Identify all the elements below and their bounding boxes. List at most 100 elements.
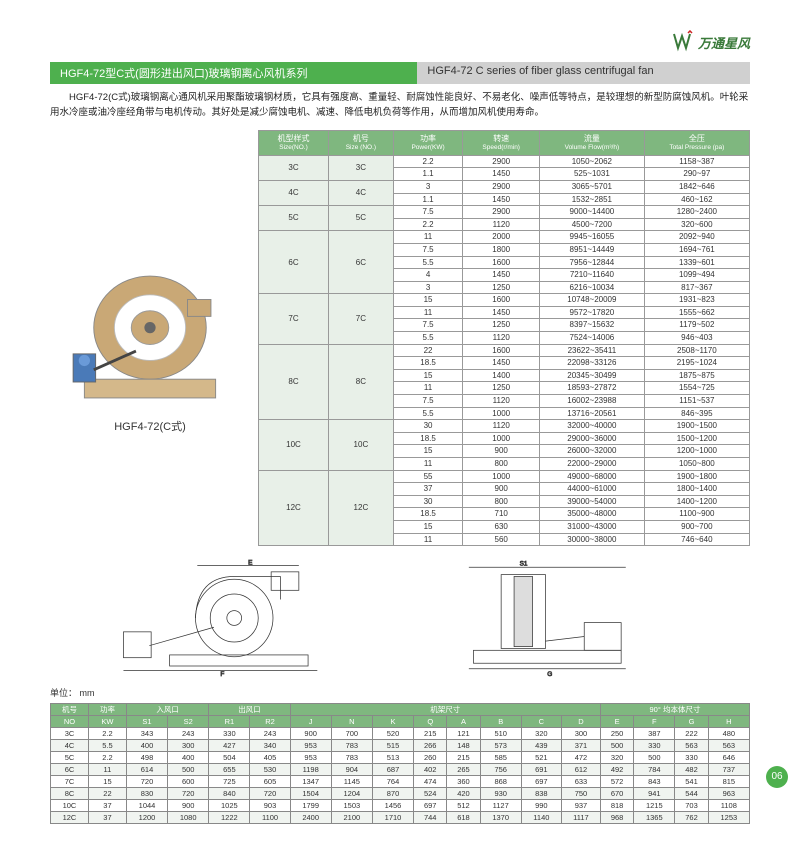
svg-text:E: E [248, 560, 253, 567]
spec-cell: 11 [393, 382, 463, 395]
spec-cell: 1800 [463, 243, 540, 256]
spec-cell: 13716~20561 [540, 407, 645, 420]
spec-cell: 1250 [463, 281, 540, 294]
dim-cell: 215 [414, 728, 447, 740]
spec-header: 全压Total Pressure (pa) [644, 131, 749, 155]
spec-cell: 2.2 [393, 218, 463, 231]
dim-cell: 265 [447, 764, 480, 776]
dim-cell: 243 [250, 728, 290, 740]
model-header: 机型样式Size(NO.) [259, 131, 329, 155]
dim-cell: 2.2 [88, 728, 126, 740]
dim-cell: 784 [634, 764, 675, 776]
spec-cell: 1099~494 [644, 269, 749, 282]
model-no-cell: 5C [329, 206, 394, 231]
spec-cell: 4500~7200 [540, 218, 645, 231]
model-cell: 6C [259, 231, 329, 294]
svg-text:S1: S1 [520, 561, 528, 568]
spec-cell: 1450 [463, 306, 540, 319]
spec-cell: 5.5 [393, 407, 463, 420]
dim-cell: 360 [447, 776, 480, 788]
spec-cell: 29000~36000 [540, 432, 645, 445]
dim-cell: 300 [561, 728, 600, 740]
dim-cell: 1117 [561, 812, 600, 824]
dim-header: G [675, 716, 708, 728]
dim-cell: 953 [290, 740, 331, 752]
spec-cell: 18.5 [393, 508, 463, 521]
dim-cell: 764 [372, 776, 413, 788]
dim-cell: 266 [414, 740, 447, 752]
dim-cell: 1799 [290, 800, 331, 812]
dim-cell: 1080 [168, 812, 209, 824]
spec-cell: 39000~54000 [540, 495, 645, 508]
dim-cell: 340 [250, 740, 290, 752]
dim-cell: 655 [209, 764, 250, 776]
dim-cell: 405 [250, 752, 290, 764]
dim-header: A [447, 716, 480, 728]
dim-cell: 1198 [290, 764, 331, 776]
title-en: HGF4-72 C series of fiber glass centrifu… [417, 62, 750, 84]
dim-group-header: 90° 均本体尺寸 [600, 704, 749, 716]
page-number: 06 [766, 766, 788, 788]
dim-cell: 512 [447, 800, 480, 812]
spec-cell: 5.5 [393, 332, 463, 345]
spec-cell: 1120 [463, 218, 540, 231]
intro-text: HGF4-72(C式)玻璃钢离心通风机采用聚酯玻璃钢材质，它具有强度高、重量轻、… [50, 90, 750, 120]
dim-cell: 22 [88, 788, 126, 800]
dim-cell: 330 [634, 740, 675, 752]
model-no-cell: 8C [329, 344, 394, 420]
dim-header: D [561, 716, 600, 728]
dim-cell: 1503 [331, 800, 372, 812]
dim-header: R2 [250, 716, 290, 728]
dim-cell: 7C [51, 776, 89, 788]
spec-cell: 18593~27872 [540, 382, 645, 395]
dim-cell: 320 [521, 728, 561, 740]
spec-cell: 31000~43000 [540, 520, 645, 533]
dim-header: C [521, 716, 561, 728]
spec-cell: 1100~900 [644, 508, 749, 521]
dim-cell: 387 [634, 728, 675, 740]
dim-cell: 612 [561, 764, 600, 776]
spec-cell: 1500~1200 [644, 432, 749, 445]
dim-cell: 720 [168, 788, 209, 800]
spec-header: 功率Power(KW) [393, 131, 463, 155]
spec-cell: 2195~1024 [644, 357, 749, 370]
spec-cell: 3 [393, 180, 463, 193]
dim-cell: 670 [600, 788, 633, 800]
spec-cell: 2.2 [393, 155, 463, 168]
model-no-cell: 10C [329, 420, 394, 470]
spec-cell: 7524~14006 [540, 332, 645, 345]
dim-cell: 15 [88, 776, 126, 788]
dim-cell: 1215 [634, 800, 675, 812]
dim-cell: 300 [168, 740, 209, 752]
spec-cell: 5.5 [393, 256, 463, 269]
dim-header: S1 [126, 716, 167, 728]
dim-cell: 900 [168, 800, 209, 812]
dim-cell: 513 [372, 752, 413, 764]
spec-header: 流量Volume Flow(m³/h) [540, 131, 645, 155]
spec-cell: 2900 [463, 180, 540, 193]
model-no-cell: 12C [329, 470, 394, 546]
spec-cell: 15 [393, 520, 463, 533]
dim-cell: 215 [447, 752, 480, 764]
dim-cell: 400 [126, 740, 167, 752]
model-no-cell: 4C [329, 180, 394, 205]
dim-cell: 1140 [521, 812, 561, 824]
spec-cell: 1450 [463, 357, 540, 370]
dim-cell: 400 [168, 752, 209, 764]
dim-cell: 1504 [290, 788, 331, 800]
model-no-cell: 7C [329, 294, 394, 344]
model-cell: 7C [259, 294, 329, 344]
dim-cell: 1347 [290, 776, 331, 788]
dim-cell: 472 [561, 752, 600, 764]
spec-cell: 1179~502 [644, 319, 749, 332]
dim-cell: 737 [708, 764, 749, 776]
dim-cell: 5C [51, 752, 89, 764]
spec-cell: 2900 [463, 155, 540, 168]
spec-cell: 15 [393, 445, 463, 458]
dim-cell: 1710 [372, 812, 413, 824]
spec-cell: 1151~537 [644, 395, 749, 408]
dim-cell: 815 [708, 776, 749, 788]
spec-cell: 1800~1400 [644, 483, 749, 496]
spec-cell: 9000~14400 [540, 206, 645, 219]
spec-cell: 1280~2400 [644, 206, 749, 219]
